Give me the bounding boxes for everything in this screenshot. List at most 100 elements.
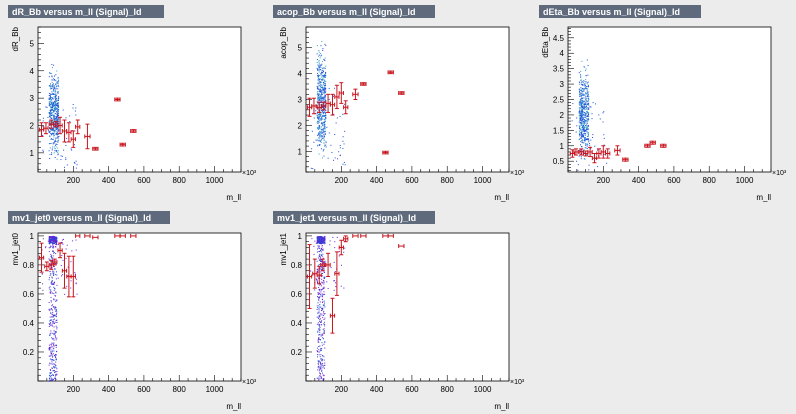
scatter-point <box>52 260 54 262</box>
scatter-point <box>50 354 52 356</box>
plot-area <box>305 26 510 173</box>
scatter-point <box>318 60 320 62</box>
scatter-point <box>333 113 335 115</box>
scatter-point <box>50 291 52 293</box>
scatter-point <box>581 139 583 141</box>
scatter-point <box>58 122 60 124</box>
y-tick-label: 0.2 <box>23 348 35 357</box>
scatter-point <box>579 150 581 152</box>
scatter-point <box>322 239 324 241</box>
scatter-point <box>316 91 318 93</box>
scatter-point <box>590 139 592 141</box>
scatter-point <box>581 107 583 109</box>
scatter-point <box>65 158 67 160</box>
scatter-point <box>320 259 322 261</box>
scatter-point <box>324 59 326 61</box>
scatter-point <box>316 112 318 114</box>
scatter-point <box>54 354 56 356</box>
scatter-point <box>318 127 320 129</box>
scatter-point <box>319 132 321 134</box>
scatter-point <box>317 369 319 371</box>
scatter-point <box>579 99 581 101</box>
scatter-point <box>584 66 586 68</box>
scatter-point <box>321 246 323 248</box>
scatter-point <box>54 96 56 98</box>
scatter-point <box>578 72 580 74</box>
scatter-point <box>54 127 56 129</box>
scatter-point <box>584 120 586 122</box>
scatter-point <box>53 88 55 90</box>
scatter-point <box>49 324 51 326</box>
scatter-point <box>56 103 58 105</box>
scatter-point <box>591 118 593 120</box>
scatter-point <box>56 82 58 84</box>
scatter-point <box>52 270 54 272</box>
scatter-point <box>54 105 56 107</box>
scatter-point <box>53 243 55 245</box>
scatter-point <box>317 339 319 341</box>
scatter-point <box>51 239 53 241</box>
scatter-point <box>50 132 52 134</box>
scatter-point <box>319 238 321 240</box>
scatter-point <box>586 145 588 147</box>
scatter-point <box>51 238 53 240</box>
scatter-point <box>51 337 53 339</box>
scatter-point <box>320 291 322 293</box>
scatter-point <box>54 308 56 310</box>
scatter-point <box>586 59 588 61</box>
profile-series <box>38 233 137 298</box>
scatter-point <box>58 130 60 132</box>
scatter-point <box>588 102 590 104</box>
scatter-point <box>319 82 321 84</box>
scatter-point <box>319 240 321 242</box>
scatter-point <box>53 252 55 254</box>
scatter-point <box>323 240 325 242</box>
scatter-point <box>317 378 319 380</box>
scatter-point <box>322 364 324 366</box>
scatter-point <box>321 63 323 65</box>
scatter-point <box>585 117 587 119</box>
scatter-point <box>572 103 574 105</box>
scatter-point <box>581 101 583 103</box>
scatter-point <box>51 120 53 122</box>
scatter-point <box>55 378 57 380</box>
scatter-point <box>317 239 319 241</box>
scatter-point <box>320 358 322 360</box>
scatter-point <box>581 94 583 96</box>
scatter-point <box>57 88 59 90</box>
scatter-point <box>318 82 320 84</box>
scatter-point <box>52 104 54 106</box>
scatter-point <box>57 105 59 107</box>
scatter-point <box>53 333 55 335</box>
scatter-point <box>584 83 586 85</box>
scatter-point <box>578 83 580 85</box>
scatter-point <box>319 378 321 380</box>
scatter-point <box>322 131 324 133</box>
scatter-point <box>56 81 58 83</box>
scatter-point <box>50 236 52 238</box>
scatter-point <box>582 142 584 144</box>
scatter-point <box>318 67 320 69</box>
scatter-point <box>53 282 55 284</box>
scatter-point <box>324 242 326 244</box>
scatter-point <box>57 141 59 143</box>
scatter-point <box>321 102 323 104</box>
scatter-point <box>323 378 325 380</box>
scatter-point <box>323 332 325 334</box>
scatter-point <box>324 115 326 117</box>
scatter-point <box>582 140 584 142</box>
scatter-point <box>58 135 60 137</box>
scatter-point <box>54 104 56 106</box>
scatter-point <box>49 113 51 115</box>
scatter-point <box>320 104 322 106</box>
scatter-point <box>317 240 319 242</box>
scatter-point <box>318 54 320 56</box>
scatter-point <box>51 97 53 99</box>
scatter-point <box>51 258 53 260</box>
scatter-point <box>55 88 57 90</box>
scatter-point <box>51 153 53 155</box>
scatter-point <box>583 89 585 91</box>
scatter-point <box>52 98 54 100</box>
scatter-point <box>53 131 55 133</box>
scatter-point <box>51 84 53 86</box>
